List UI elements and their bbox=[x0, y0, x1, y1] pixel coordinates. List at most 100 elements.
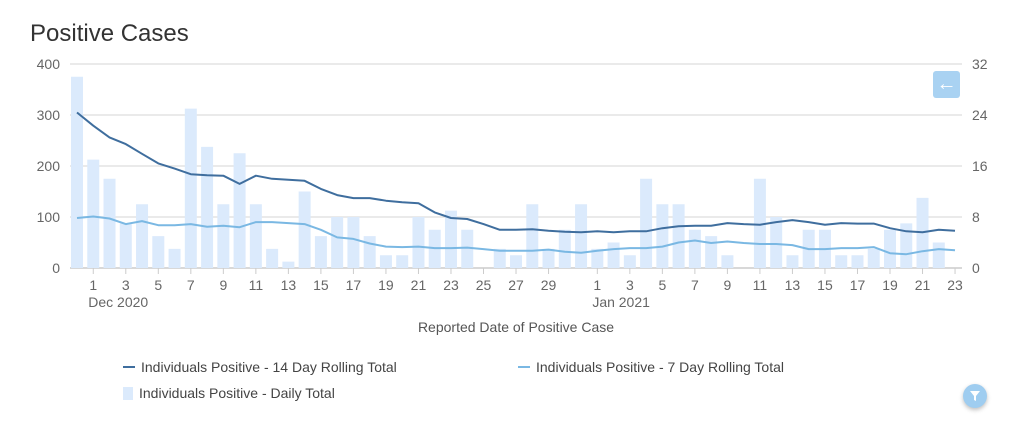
x-tick-label: 9 bbox=[219, 277, 227, 293]
x-tick-label: 11 bbox=[753, 277, 768, 293]
bar bbox=[152, 236, 165, 268]
bar bbox=[201, 146, 214, 268]
legend-item-14day[interactable]: Individuals Positive - 14 Day Rolling To… bbox=[123, 359, 397, 375]
bar bbox=[721, 255, 734, 268]
bar bbox=[770, 217, 783, 268]
x-tick-label: 21 bbox=[411, 277, 427, 293]
x-tick-label: 15 bbox=[313, 277, 329, 293]
x-tick-label: 3 bbox=[626, 277, 634, 293]
y-tick-right: 16 bbox=[972, 158, 988, 174]
legend-item-7day[interactable]: Individuals Positive - 7 Day Rolling Tot… bbox=[518, 359, 784, 375]
bar bbox=[168, 248, 181, 268]
bar bbox=[412, 217, 425, 268]
bar bbox=[347, 217, 360, 268]
x-tick-label: 7 bbox=[691, 277, 699, 293]
bar bbox=[591, 248, 604, 268]
x-tick-label: 27 bbox=[508, 277, 524, 293]
legend-label: Individuals Positive - 7 Day Rolling Tot… bbox=[536, 359, 784, 375]
legend-item-daily[interactable]: Individuals Positive - Daily Total bbox=[123, 385, 335, 401]
x-tick-label: 17 bbox=[850, 277, 866, 293]
x-tick-label: 9 bbox=[724, 277, 732, 293]
filter-button[interactable] bbox=[963, 384, 987, 408]
bar bbox=[119, 223, 132, 268]
bar bbox=[656, 204, 669, 268]
x-tick-label: 3 bbox=[122, 277, 130, 293]
bar bbox=[363, 236, 376, 268]
bar bbox=[493, 248, 506, 268]
bar bbox=[282, 261, 295, 268]
bar bbox=[558, 229, 571, 268]
bar bbox=[71, 76, 83, 268]
bar bbox=[266, 248, 279, 268]
bar bbox=[314, 236, 327, 268]
bar bbox=[705, 236, 718, 268]
x-tick-label: 25 bbox=[476, 277, 492, 293]
bar bbox=[640, 178, 653, 268]
legend-swatch bbox=[518, 366, 530, 368]
bar bbox=[396, 255, 409, 268]
legend-label: Individuals Positive - 14 Day Rolling To… bbox=[141, 359, 397, 375]
bar bbox=[851, 255, 864, 268]
bar bbox=[900, 223, 913, 268]
bar bbox=[753, 178, 766, 268]
series-line bbox=[76, 215, 956, 256]
bar bbox=[510, 255, 523, 268]
y-tick-left: 0 bbox=[52, 260, 60, 276]
x-tick-label: 5 bbox=[154, 277, 162, 293]
bar bbox=[233, 153, 246, 268]
bar bbox=[542, 248, 555, 268]
y-tick-left: 400 bbox=[37, 56, 61, 72]
bar bbox=[249, 204, 262, 268]
bar bbox=[884, 229, 896, 268]
bar bbox=[87, 159, 100, 268]
x-tick-label: 13 bbox=[281, 277, 297, 293]
bar bbox=[835, 255, 848, 268]
x-tick-label: 23 bbox=[443, 277, 459, 293]
x-tick-label: 1 bbox=[89, 277, 97, 293]
bar bbox=[136, 204, 149, 268]
bar bbox=[103, 178, 116, 268]
x-axis-title: Reported Date of Positive Case bbox=[418, 319, 614, 335]
x-tick-label: 23 bbox=[947, 277, 963, 293]
x-tick-label: 1 bbox=[593, 277, 601, 293]
y-tick-right: 0 bbox=[972, 260, 980, 276]
legend-label: Individuals Positive - Daily Total bbox=[139, 385, 335, 401]
x-month-label: Jan 2021 bbox=[592, 294, 650, 310]
x-tick-label: 15 bbox=[817, 277, 833, 293]
bar bbox=[379, 255, 392, 268]
back-button[interactable]: ← bbox=[933, 71, 960, 98]
x-tick-label: 19 bbox=[378, 277, 394, 293]
filter-icon bbox=[970, 391, 980, 401]
y-tick-left: 200 bbox=[37, 158, 61, 174]
x-tick-label: 11 bbox=[249, 277, 264, 293]
x-tick-label: 5 bbox=[658, 277, 666, 293]
bar bbox=[867, 248, 880, 268]
bar bbox=[932, 242, 945, 268]
bar bbox=[575, 204, 588, 268]
x-tick-label: 19 bbox=[882, 277, 898, 293]
bar bbox=[331, 217, 344, 268]
y-tick-left: 100 bbox=[37, 209, 61, 225]
bar bbox=[526, 204, 539, 268]
bar bbox=[298, 191, 311, 268]
x-tick-label: 7 bbox=[187, 277, 195, 293]
arrow-left-icon: ← bbox=[936, 73, 957, 95]
bar bbox=[184, 108, 197, 268]
bar bbox=[217, 204, 230, 268]
x-tick-label: 17 bbox=[346, 277, 362, 293]
bar bbox=[688, 229, 701, 268]
legend-swatch bbox=[123, 386, 133, 400]
x-tick-label: 29 bbox=[541, 277, 557, 293]
bar bbox=[672, 204, 685, 268]
y-tick-right: 8 bbox=[972, 209, 980, 225]
y-tick-left: 300 bbox=[37, 107, 61, 123]
x-tick-label: 21 bbox=[915, 277, 931, 293]
bar bbox=[623, 255, 636, 268]
bar bbox=[607, 242, 620, 268]
y-tick-right: 24 bbox=[972, 107, 988, 123]
x-tick-label: 13 bbox=[785, 277, 801, 293]
chart-title: Positive Cases bbox=[30, 20, 189, 47]
series-line bbox=[76, 111, 956, 234]
